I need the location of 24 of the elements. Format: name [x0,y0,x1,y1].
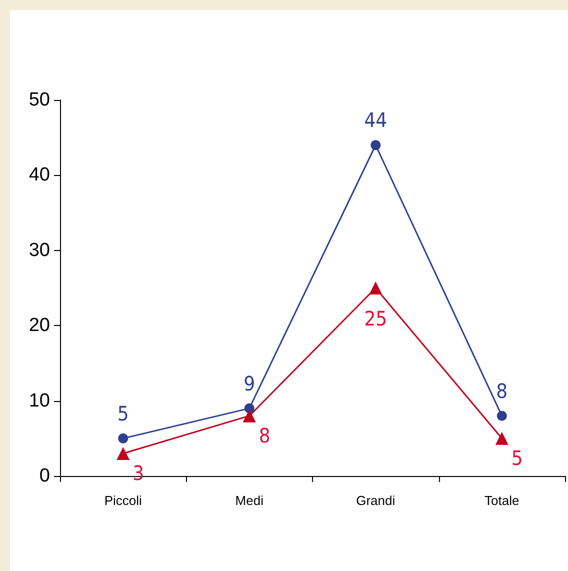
data-label: 9 [244,371,256,396]
x-tick-label: Medi [235,493,264,508]
point [496,410,507,421]
y-tick-label: 30 [28,240,50,261]
point [495,432,508,445]
x-tick-label: Piccoli [104,493,142,508]
point [118,433,128,444]
data-label: 5 [511,446,523,470]
y-tick-label: 10 [28,390,50,412]
data-label: 8 [258,423,270,448]
y-tick-label: 40 [28,164,50,186]
data-label: 5 [117,401,129,426]
point [116,446,130,460]
y-tick-label: 50 [28,90,50,110]
point [242,409,256,422]
point [369,282,382,294]
data-label: 8 [496,378,508,403]
x-tick-label: Grandi [356,493,396,508]
y-tick-label: 20 [28,315,50,336]
data-label: 25 [364,306,388,330]
y-tick-label: 0 [39,466,50,486]
x-tick-label: Totale [484,493,520,508]
point [370,140,381,150]
data-label: 44 [364,108,388,132]
